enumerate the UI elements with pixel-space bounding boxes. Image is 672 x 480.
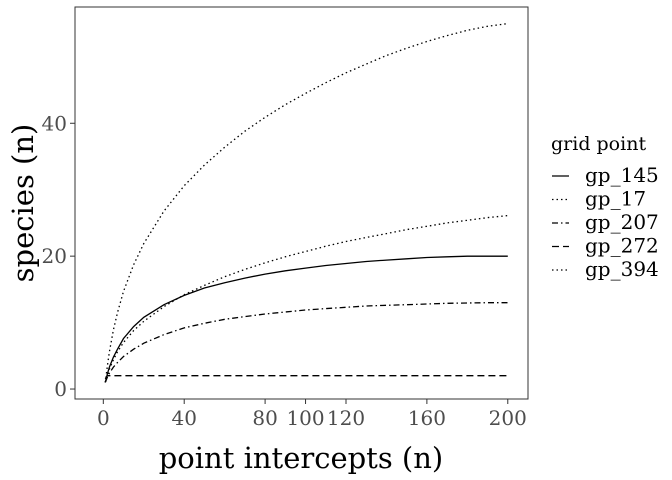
legend-label-gp-394: gp_394 [585, 257, 659, 281]
series-line-gp-145 [104, 255, 508, 383]
x-tick-label: 200 [489, 406, 527, 430]
x-axis: 0 40 80 100 120 160 200 [97, 399, 527, 430]
y-tick-label: 0 [54, 377, 67, 401]
series-line-gp-17 [104, 214, 508, 383]
x-tick-label: 40 [171, 406, 196, 430]
x-tick-label: 100 [286, 406, 324, 430]
legend-title: grid point [551, 133, 646, 155]
series-line-gp-207 [104, 302, 508, 383]
x-tick-label: 0 [97, 406, 110, 430]
series-lines [104, 22, 508, 383]
y-axis: 0 20 40 [42, 111, 75, 401]
legend-label-gp-272: gp_272 [585, 234, 659, 258]
plot-panel-border [74, 6, 529, 400]
legend-label-gp-145: gp_145 [585, 163, 659, 187]
x-tick-label: 80 [252, 406, 277, 430]
x-tick-label: 120 [327, 406, 365, 430]
legend-label-gp-207: gp_207 [585, 210, 659, 234]
y-tick-label: 20 [42, 244, 67, 268]
series-line-gp-272 [104, 375, 508, 380]
legend-label-gp-17: gp_17 [585, 187, 646, 211]
y-axis-title: species (n) [6, 124, 40, 283]
x-axis-title: point intercepts (n) [159, 441, 444, 475]
y-tick-label: 40 [42, 111, 67, 135]
x-tick-label: 160 [408, 406, 446, 430]
